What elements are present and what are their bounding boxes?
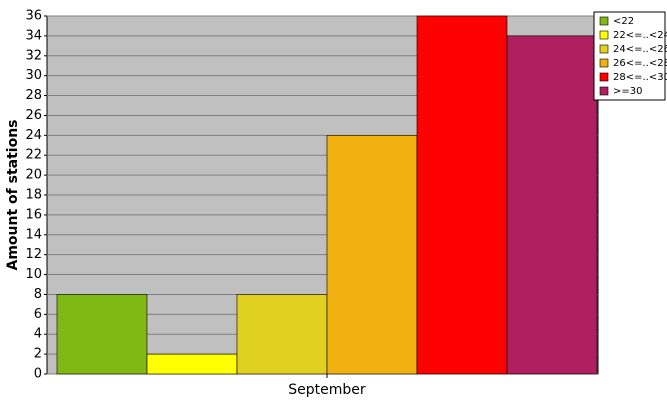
y-tick-label: 2: [34, 347, 42, 362]
bar: [326, 135, 418, 375]
legend-box: [593, 11, 666, 101]
legend-swatch: [599, 16, 609, 26]
y-tick-label: 12: [25, 247, 42, 262]
legend-label: 28<=..<30: [613, 72, 667, 83]
legend-swatch: [599, 30, 609, 40]
y-tick-label: 6: [34, 307, 42, 322]
y-tick-label: 30: [25, 68, 42, 83]
y-tick-label: 34: [25, 28, 42, 43]
bar: [56, 294, 148, 375]
legend-label: 24<=..<26: [613, 44, 667, 55]
bar: [416, 15, 508, 375]
y-tick-label: 18: [25, 188, 42, 203]
y-tick-label: 22: [25, 148, 42, 163]
legend-swatch: [599, 86, 609, 96]
y-tick-label: 0: [34, 367, 42, 382]
legend-label: <22: [613, 16, 634, 27]
legend-swatch: [599, 72, 609, 82]
y-tick-label: 8: [34, 287, 42, 302]
y-tick-label: 4: [34, 327, 42, 342]
legend-swatch: [599, 58, 609, 68]
legend-label: 26<=..<28: [613, 58, 667, 69]
y-tick-label: 32: [25, 48, 42, 63]
y-tick-label: 24: [25, 128, 42, 143]
legend-label: 22<=..<24: [613, 30, 667, 41]
y-tick-label: 36: [25, 9, 42, 24]
legend: <22 22<=..<24 24<=..<26 26<=..<28 28<=..<30 >…: [593, 11, 667, 101]
y-tick-label: 28: [25, 88, 42, 103]
x-tick-label: September: [288, 382, 366, 398]
y-tick-label: 10: [25, 267, 42, 282]
y-tick-label: 20: [25, 168, 42, 183]
legend-swatch: [599, 44, 609, 54]
y-tick-label: 16: [25, 207, 42, 222]
legend-label: >=30: [613, 86, 642, 97]
bar: [146, 353, 238, 375]
y-tick-label: 14: [25, 227, 42, 242]
bar: [506, 35, 598, 375]
y-axis-title: Amount of stations: [5, 119, 21, 270]
bar: [236, 294, 328, 375]
y-tick-label: 26: [25, 108, 42, 123]
